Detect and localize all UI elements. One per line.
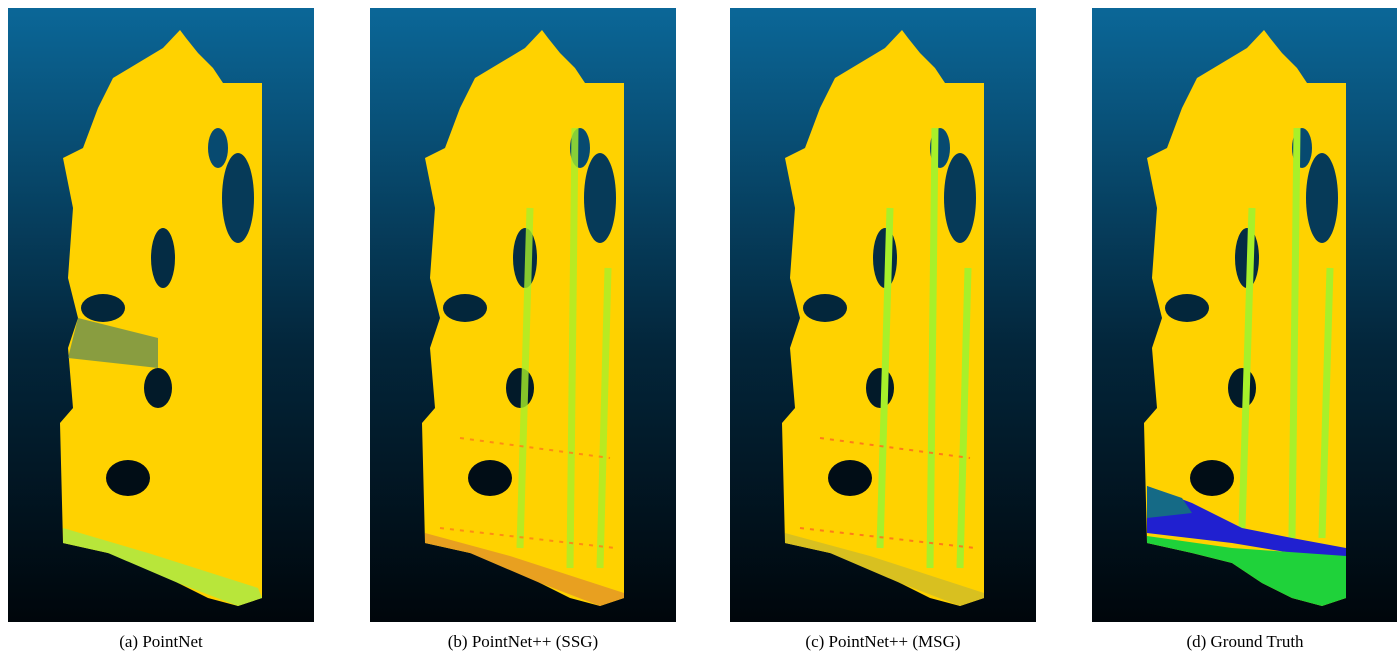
caption: (a) PointNet xyxy=(119,632,203,651)
caption: (c) PointNet++ (MSG) xyxy=(805,632,960,651)
panel-d xyxy=(1092,8,1397,622)
page: (a) PointNet (b) PointNet++ (SSG) (c) Po… xyxy=(0,0,1397,661)
panel-a xyxy=(8,8,314,622)
panel-b xyxy=(370,8,676,622)
caption: (b) PointNet++ (SSG) xyxy=(448,632,598,651)
panel-c xyxy=(730,8,1036,622)
caption: (d) Ground Truth xyxy=(1186,632,1304,651)
figure: (a) PointNet (b) PointNet++ (SSG) (c) Po… xyxy=(0,0,1397,661)
